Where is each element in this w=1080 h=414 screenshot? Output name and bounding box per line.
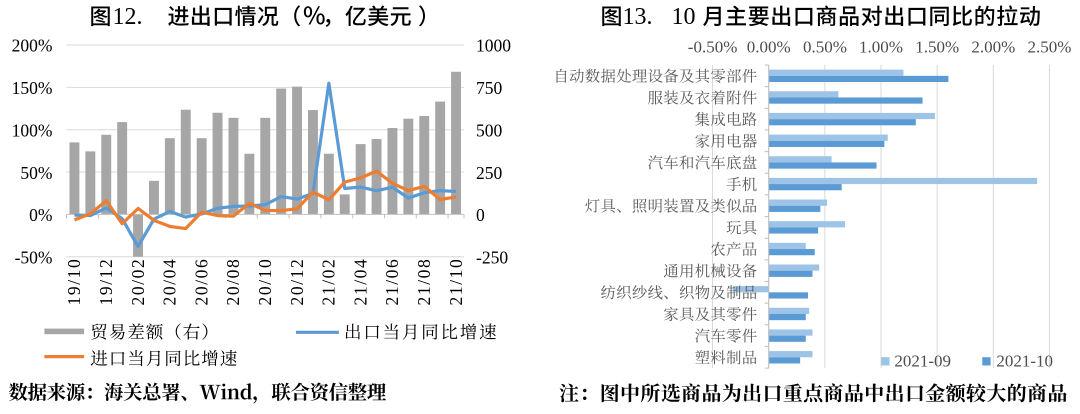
svg-text:21/06: 21/06 — [382, 258, 402, 306]
svg-text:750: 750 — [476, 78, 503, 98]
svg-text:20/08: 20/08 — [223, 258, 243, 306]
svg-text:2.50%: 2.50% — [1028, 37, 1072, 56]
svg-text:21/02: 21/02 — [319, 258, 339, 306]
svg-text:-0.50%: -0.50% — [688, 37, 738, 56]
svg-text:21/10: 21/10 — [446, 258, 466, 306]
svg-text:1000: 1000 — [476, 36, 511, 56]
svg-text:20/04: 20/04 — [160, 258, 180, 306]
svg-text:20/10: 20/10 — [255, 258, 275, 306]
svg-text:0.00%: 0.00% — [747, 37, 791, 56]
svg-text:21/04: 21/04 — [350, 258, 370, 306]
svg-text:1.50%: 1.50% — [915, 37, 959, 56]
svg-text:250: 250 — [476, 163, 503, 183]
svg-text:19/10: 19/10 — [64, 258, 84, 306]
svg-text:0%: 0% — [29, 205, 52, 225]
svg-text:10: 10 — [672, 4, 696, 30]
svg-text:12.: 12. — [113, 4, 143, 30]
svg-text:200%: 200% — [12, 36, 53, 56]
svg-text:150%: 150% — [12, 78, 53, 98]
svg-text:20/06: 20/06 — [191, 258, 211, 306]
svg-text:21/08: 21/08 — [414, 258, 434, 306]
svg-text:500: 500 — [476, 120, 503, 140]
svg-text:19/12: 19/12 — [96, 258, 116, 306]
svg-text:100%: 100% — [12, 120, 53, 140]
svg-text:1.00%: 1.00% — [859, 37, 903, 56]
svg-text:-250: -250 — [476, 247, 508, 267]
svg-text:20/02: 20/02 — [128, 258, 148, 306]
svg-text:13.: 13. — [623, 4, 653, 30]
svg-text:2021-10: 2021-10 — [996, 352, 1053, 371]
svg-text:50%: 50% — [20, 163, 52, 183]
svg-text:2.00%: 2.00% — [971, 37, 1015, 56]
svg-text:-50%: -50% — [15, 247, 53, 267]
svg-text:2021-09: 2021-09 — [894, 352, 951, 371]
svg-text:0: 0 — [476, 205, 485, 225]
svg-text:20/12: 20/12 — [287, 258, 307, 306]
svg-text:0.50%: 0.50% — [803, 37, 847, 56]
